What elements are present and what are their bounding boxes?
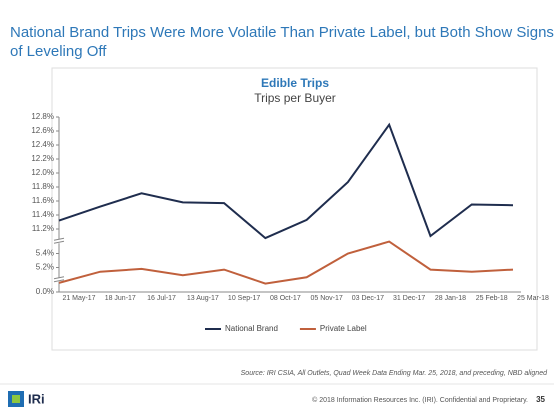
x-tick-label: 08 Oct-17 [270, 295, 301, 302]
axis-break [54, 239, 64, 244]
axis-break [53, 237, 65, 244]
axis-break [53, 276, 65, 283]
chart-title: Edible Trips [261, 76, 329, 90]
x-tick-label: 25 Mar-18 [517, 295, 549, 302]
series-line [58, 240, 514, 285]
chart-subtitle: Trips per Buyer [254, 91, 336, 105]
x-tick-label: 21 May-17 [62, 295, 95, 302]
page-number: 35 [536, 395, 545, 404]
y-tick-label: 12.8% [31, 112, 54, 121]
x-tick-label: 16 Jul-17 [147, 295, 176, 302]
axis-break [54, 277, 64, 282]
y-tick-label: 5.2% [36, 263, 54, 272]
x-tick-label: 03 Dec-17 [352, 295, 384, 302]
y-tick-label: 11.4% [32, 210, 54, 219]
logo: IRi [28, 391, 45, 406]
y-tick-label: 12.2% [31, 154, 54, 163]
legend-label: National Brand [225, 324, 278, 333]
series-line [58, 122, 514, 240]
chart-frame [51, 67, 538, 351]
y-tick-label: 12.4% [31, 140, 54, 149]
x-tick-label: 05 Nov-17 [310, 295, 342, 302]
legend-label: Private Label [320, 324, 367, 333]
x-tick-label: 28 Jan-18 [435, 295, 466, 302]
slide-title: of Leveling Off [10, 43, 107, 60]
footer: © 2018 Information Resources Inc. (IRI).… [312, 396, 528, 404]
x-tick-label: 10 Sep-17 [228, 295, 260, 302]
y-tick-label: 12.0% [31, 168, 54, 177]
y-tick-label: 12.6% [31, 126, 54, 135]
y-tick-label: 11.6% [32, 196, 54, 205]
y-tick-label: 0.0% [36, 287, 54, 296]
x-tick-label: 13 Aug-17 [187, 295, 219, 302]
logo-icon [12, 395, 20, 403]
y-tick-label: 11.8% [32, 182, 54, 191]
source: Source: IRI CSIA, All Outlets, Quad Week… [241, 370, 548, 377]
y-tick-label: 5.4% [36, 249, 54, 258]
x-tick-label: 18 Jun-17 [105, 295, 136, 302]
x-tick-label: 25 Feb-18 [476, 295, 508, 302]
x-tick-label: 31 Dec-17 [393, 295, 425, 302]
y-tick-label: 11.2% [32, 224, 54, 233]
slide-title: National Brand Trips Were More Volatile … [10, 24, 554, 41]
